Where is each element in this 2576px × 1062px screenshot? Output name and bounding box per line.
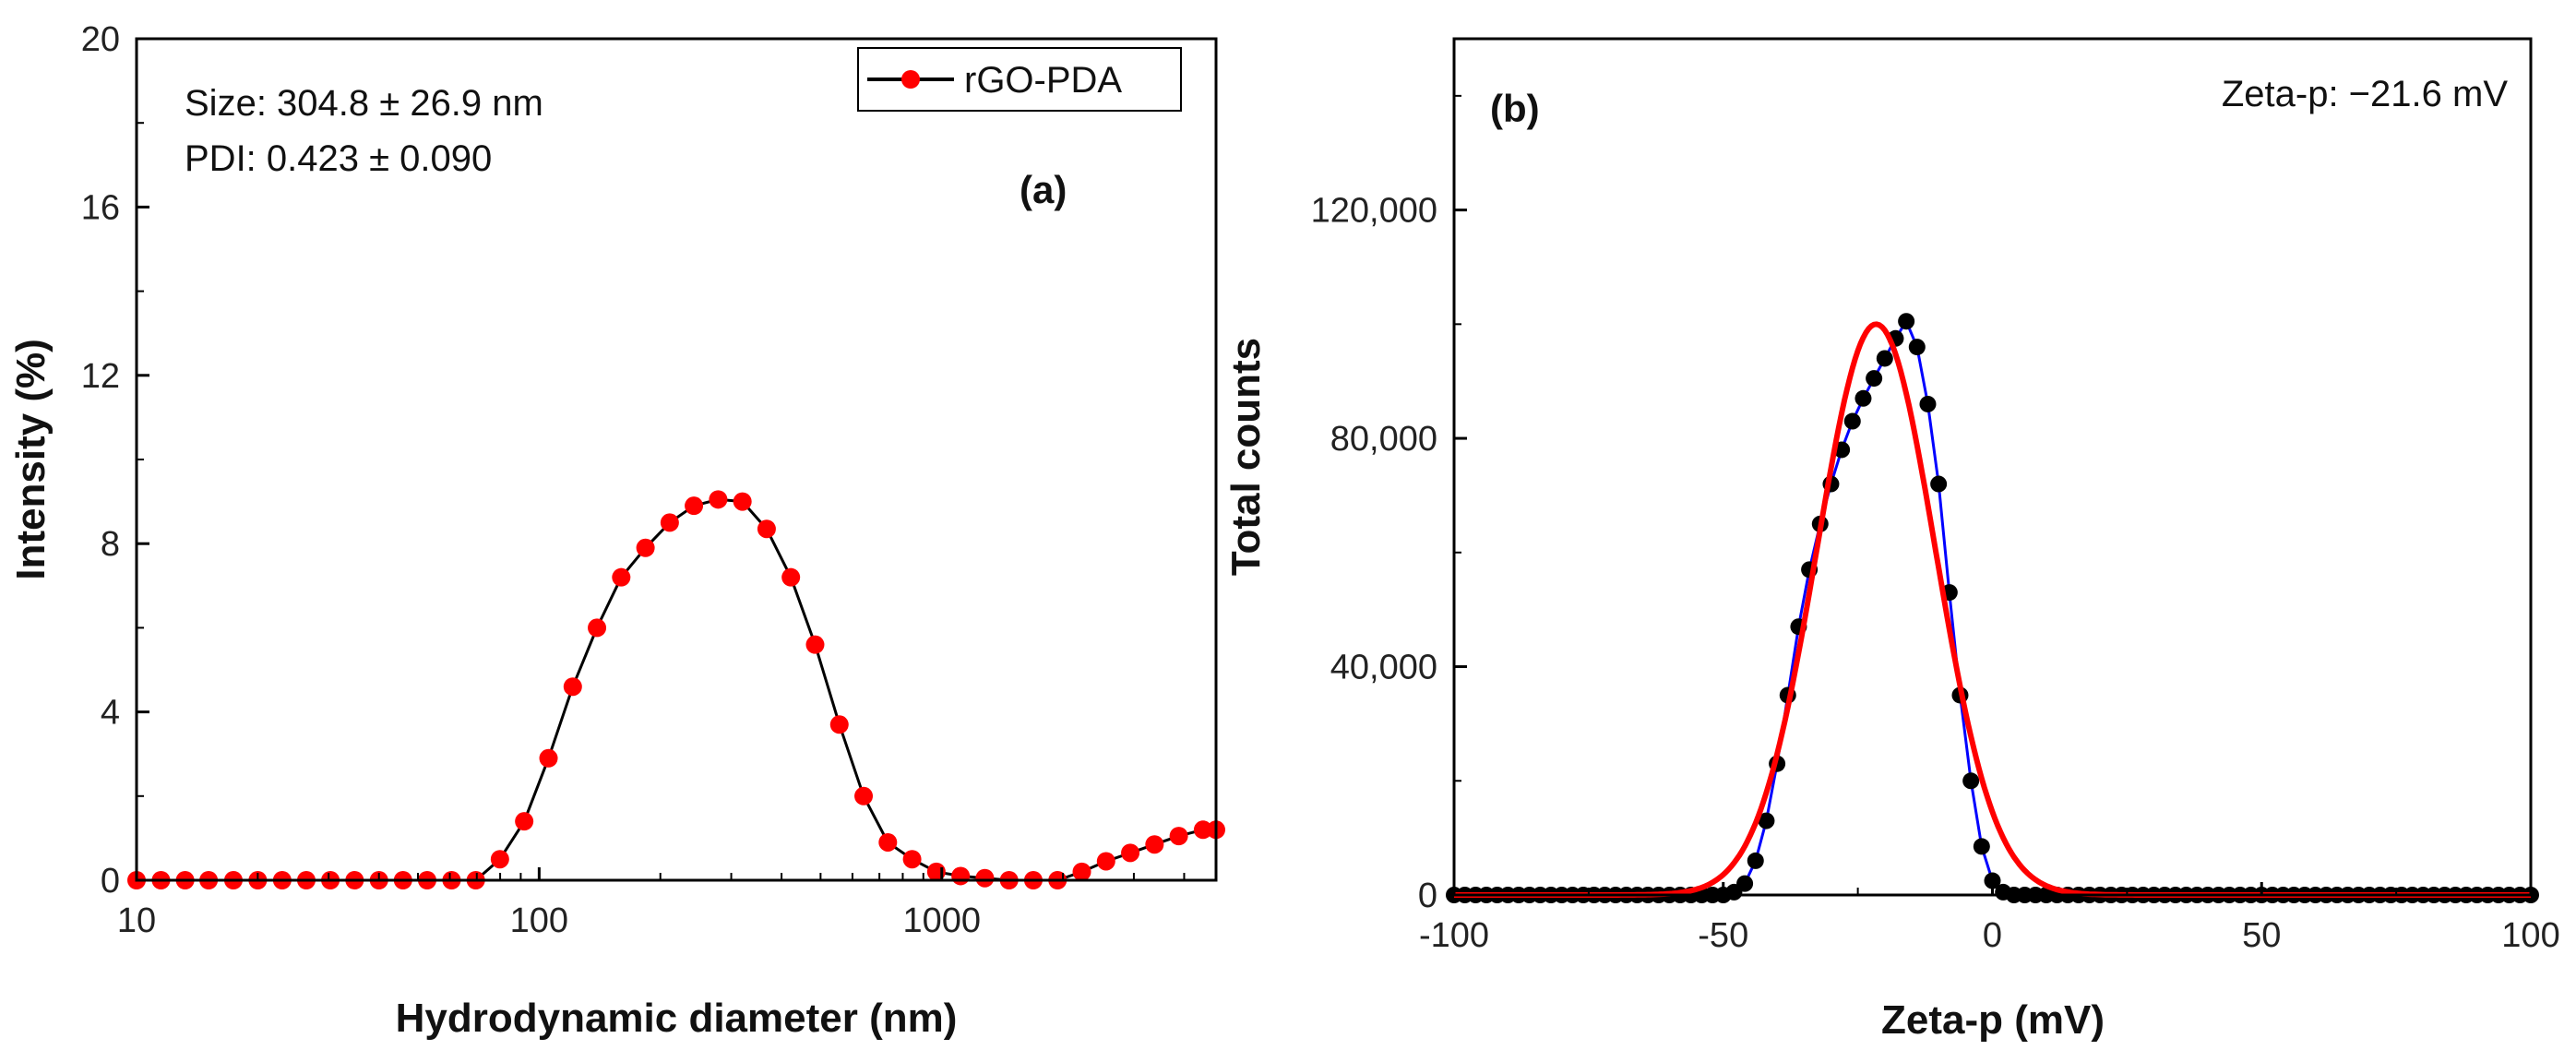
a-y-tick-label: 20	[81, 20, 120, 59]
b-gaussian-fit-line	[1453, 321, 2532, 898]
b-data-point	[1866, 370, 1883, 388]
b-y-axis-title: Total counts	[1223, 338, 1269, 576]
a-x-ticks: 10 100 1000	[117, 867, 1186, 940]
a-y-axis-title: Intensity (%)	[8, 339, 54, 580]
a-panel-label: (a)	[1020, 168, 1067, 211]
a-data-point	[685, 496, 704, 516]
b-data-point	[1854, 389, 1872, 407]
a-data-point	[588, 618, 607, 638]
a-data-point	[1169, 827, 1188, 846]
b-y-tick-label: 0	[1418, 877, 1437, 915]
a-data-point	[757, 519, 776, 539]
a-series-points-group	[127, 490, 1225, 889]
a-x-tick-label: 10	[117, 901, 156, 940]
a-y-tick-label: 16	[81, 188, 120, 227]
b-x-axis-title: Zeta-p (mV)	[1881, 997, 2105, 1043]
a-data-point	[854, 786, 874, 805]
a-legend: rGO-PDA	[857, 47, 1182, 112]
a-x-axis-title: Hydrodynamic diameter (nm)	[396, 996, 958, 1041]
panel-b: -100 -50 0 50 100 0 40,000 80,000 120,000 Zeta-…	[1223, 37, 2560, 1043]
b-data-point	[1962, 772, 1980, 790]
a-data-point	[1072, 862, 1091, 881]
a-data-point	[709, 490, 728, 509]
a-data-point	[951, 866, 971, 886]
b-panel-label: (b)	[1490, 87, 1540, 130]
b-data-point	[1876, 350, 1893, 367]
a-data-point	[975, 868, 995, 888]
a-y-tick-label: 8	[101, 525, 120, 564]
b-x-tick-label: -100	[1419, 916, 1489, 955]
a-data-point	[636, 538, 655, 557]
a-legend-marker	[901, 70, 920, 89]
b-data-point	[1758, 812, 1775, 829]
a-series-line	[137, 497, 1216, 882]
b-zeta-annotation: Zeta-p: −21.6 mV	[2222, 74, 2508, 114]
a-legend-label: rGO-PDA	[964, 60, 1122, 101]
b-data-point	[1919, 395, 1937, 412]
a-data-point	[805, 635, 825, 654]
a-data-point	[612, 567, 631, 587]
a-y-tick-label: 12	[81, 357, 120, 396]
a-data-point	[539, 748, 558, 768]
a-data-point	[1145, 835, 1164, 854]
b-data-point	[1908, 339, 1926, 356]
a-y-tick-label: 0	[101, 862, 120, 901]
a-data-point	[902, 850, 922, 869]
a-y-tick-label: 4	[101, 694, 120, 733]
a-y-ticks: 0 4 8 12 16 20	[81, 20, 149, 901]
a-data-point	[563, 677, 582, 697]
a-size-annotation: Size: 304.8 ± 26.9 nm	[185, 83, 543, 124]
b-y-ticks: 0 40,000 80,000 120,000	[1311, 94, 1467, 915]
b-data-point	[1736, 875, 1754, 892]
a-data-point	[733, 492, 752, 511]
b-y-tick-label: 120,000	[1311, 192, 1437, 231]
a-data-point	[490, 850, 509, 869]
b-y-tick-label: 80,000	[1330, 420, 1437, 459]
a-data-point	[1096, 852, 1115, 871]
b-y-tick-label: 40,000	[1330, 649, 1437, 687]
a-data-point	[1193, 820, 1212, 840]
b-data-point	[1930, 475, 1948, 493]
a-x-tick-label: 100	[510, 901, 568, 940]
b-fit-group	[1453, 321, 2532, 898]
a-data-point	[660, 513, 679, 532]
a-series-line-group	[137, 497, 1216, 882]
a-pdi-annotation: PDI: 0.423 ± 0.090	[185, 138, 492, 179]
b-x-ticks: -100 -50 0 50 100	[1419, 882, 2560, 955]
a-data-point	[878, 832, 898, 852]
b-data-point	[1984, 872, 2001, 889]
a-data-point	[829, 715, 849, 734]
a-data-point	[781, 567, 801, 587]
a-data-point	[515, 812, 534, 831]
b-plot-frame	[1452, 37, 2533, 897]
a-data-point	[1121, 843, 1140, 863]
panel-a: 10 100 1000 0 4 8 12 16 20 Hydrodynamic diamete…	[8, 20, 1225, 1041]
b-data-point	[1843, 412, 1861, 430]
b-data-point	[1747, 852, 1764, 869]
b-data-point	[1898, 313, 1915, 330]
b-x-tick-label: 0	[1983, 916, 2002, 955]
b-data-point	[1973, 838, 1990, 855]
b-x-tick-label: -50	[1698, 916, 1748, 955]
b-x-tick-label: 50	[2242, 916, 2281, 955]
b-x-tick-label: 100	[2501, 916, 2559, 955]
a-x-tick-label: 1000	[902, 901, 981, 940]
